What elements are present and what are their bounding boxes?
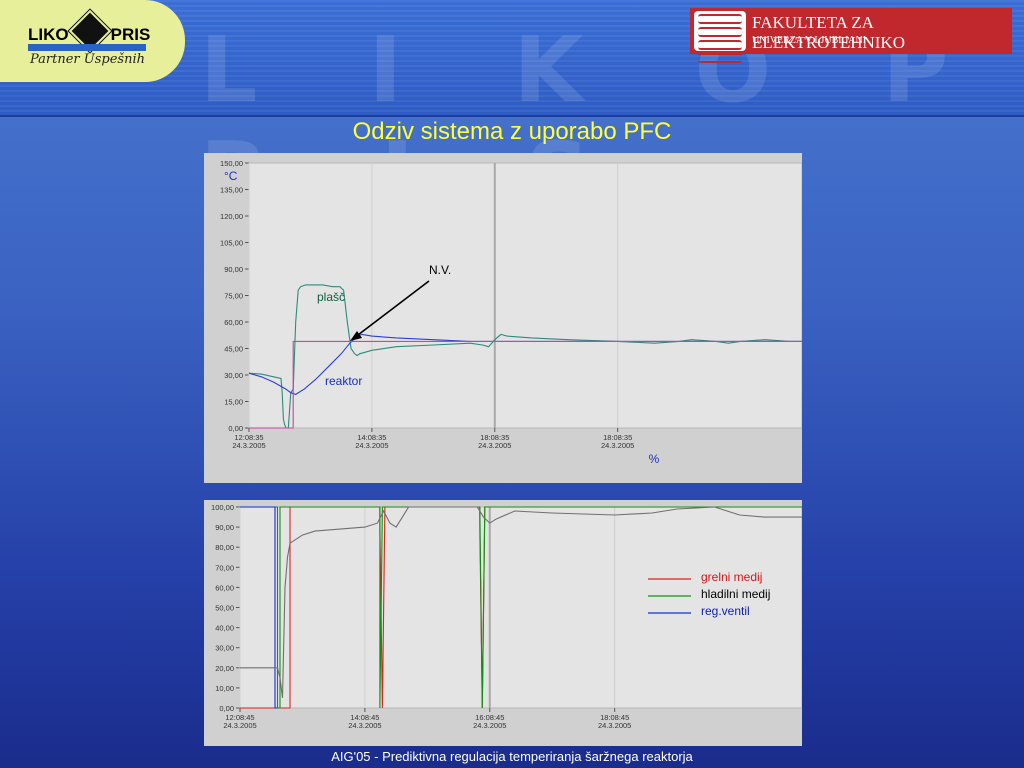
series-line-hladilni-medij xyxy=(240,506,802,709)
plot-area xyxy=(248,162,802,429)
annotation-plasc: plašč xyxy=(317,290,345,304)
x-tick-time: 12:08:35 xyxy=(234,433,263,442)
logo-left-tagline: Partner Uspešnih xyxy=(30,52,145,67)
y-tick-label: 0,00 xyxy=(228,424,243,433)
slide-title: Odziv sistema z uporabo PFC xyxy=(352,118,672,145)
liko-pris-logo: LIKO PRIS Partner Uspešnih xyxy=(0,0,185,82)
annotation-nv: N.V. xyxy=(429,263,451,277)
x-tick-date: 24.3.2005 xyxy=(473,721,506,730)
y-tick-label: 90,00 xyxy=(224,265,243,274)
temperature-chart-panel: 0,00 15,00 30,00 45,00 60,00 75,00 90,00 105,00… xyxy=(204,153,802,483)
fe-logo: FAKULTETA ZA ELEKTROTEHNIKO UNIVERZA V L… xyxy=(690,8,1012,63)
fe-emblem-icon xyxy=(694,11,746,63)
legend-label: reg.ventil xyxy=(701,604,750,618)
y-tick-label: 120,00 xyxy=(220,212,243,221)
y-tick-label: 150,00 xyxy=(220,159,243,168)
y-tick-label: 30,00 xyxy=(215,644,234,653)
valve-chart-panel: 0,00 10,00 20,00 30,00 40,00 50,00 60,00 70,00 8… xyxy=(204,500,802,746)
annotation-nv-arrow-shaft xyxy=(353,280,430,339)
y-unit-label: °C xyxy=(224,169,238,183)
y-tick-label: 75,00 xyxy=(224,292,243,301)
annotation-reaktor: reaktor xyxy=(325,374,362,388)
x-tick-date: 24.3.2005 xyxy=(478,441,511,450)
y-tick-label: 30,00 xyxy=(224,371,243,380)
y-tick-label: 100,00 xyxy=(211,503,234,512)
y-tick-label: 90,00 xyxy=(215,523,234,532)
y-tick-label: 135,00 xyxy=(220,186,243,195)
series-line-n-v- xyxy=(249,340,802,429)
x-tick-time: 18:08:45 xyxy=(600,713,629,722)
series-line-reg-ventil xyxy=(240,506,278,709)
x-tick-time: 14:08:35 xyxy=(357,433,386,442)
x-tick-time: 12:08:45 xyxy=(225,713,254,722)
y-tick-label: 60,00 xyxy=(224,318,243,327)
x-tick-time: 18:08:35 xyxy=(603,433,632,442)
x-tick-date: 24.3.2005 xyxy=(601,441,634,450)
annotation-nv-arrowhead-icon xyxy=(350,331,362,341)
y-tick-label: 20,00 xyxy=(215,664,234,673)
y-tick-label: 70,00 xyxy=(215,563,234,572)
temperature-chart: 0,00 15,00 30,00 45,00 60,00 75,00 90,00 105,00… xyxy=(220,159,802,466)
x-tick-date: 24.3.2005 xyxy=(348,721,381,730)
fe-logo-line1: FAKULTETA ZA ELEKTROTEHNIKO xyxy=(752,13,905,52)
logo-left-wordmark: LIKO PRIS xyxy=(28,9,151,53)
y-tick-label: 15,00 xyxy=(224,398,243,407)
x-unit-label: % xyxy=(649,452,660,466)
x-tick-date: 24.3.2005 xyxy=(223,721,256,730)
y-tick-label: 40,00 xyxy=(215,624,234,633)
x-tick-time: 16:08:45 xyxy=(475,713,504,722)
fe-logo-line2: UNIVERZA V LJUBLJANI xyxy=(752,35,867,46)
y-tick-label: 10,00 xyxy=(215,684,234,693)
logo-left-name2: PRIS xyxy=(110,25,151,44)
y-tick-label: 50,00 xyxy=(215,604,234,613)
valve-chart: 0,00 10,00 20,00 30,00 40,00 50,00 60,00 70,00 8… xyxy=(211,503,802,730)
x-tick-date: 24.3.2005 xyxy=(232,441,265,450)
x-tick-time: 18:08:35 xyxy=(480,433,509,442)
series-line-trend xyxy=(240,506,802,698)
y-tick-label: 80,00 xyxy=(215,543,234,552)
legend-label: grelni medij xyxy=(701,570,762,584)
logo-left-bar xyxy=(28,44,146,51)
y-tick-label: 105,00 xyxy=(220,239,243,248)
x-tick-time: 14:08:45 xyxy=(350,713,379,722)
slide-footer: AIG'05 - Prediktivna regulacija temperir… xyxy=(331,749,693,764)
x-tick-date: 24.3.2005 xyxy=(355,441,388,450)
y-tick-label: 45,00 xyxy=(224,345,243,354)
legend-label: hladilni medij xyxy=(701,587,770,601)
x-tick-date: 24.3.2005 xyxy=(598,721,631,730)
y-tick-label: 60,00 xyxy=(215,583,234,592)
y-tick-label: 0,00 xyxy=(219,704,234,713)
plot-area xyxy=(239,506,802,709)
logo-left-name: LIKO xyxy=(28,25,69,44)
